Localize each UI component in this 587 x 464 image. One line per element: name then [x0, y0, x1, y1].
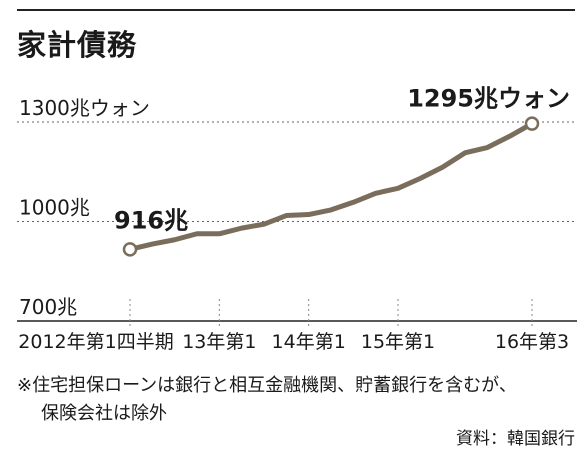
top-rule — [17, 9, 575, 11]
x-tick-label: 16年第3 — [495, 331, 569, 353]
x-tick-label: 14年第1 — [272, 331, 346, 353]
data-label: 916兆 — [114, 206, 188, 234]
y-tick-label: 1300兆ウォン — [19, 96, 150, 120]
footnote-line-2: 保険会社は除外 — [41, 403, 167, 424]
data-point-marker — [122, 242, 138, 257]
data-label: 1295兆ウォン — [407, 85, 570, 113]
x-tick-label: 15年第1 — [361, 331, 435, 353]
x-tick-label: 2012年第1四半期 — [18, 331, 173, 353]
x-tick-label: 13年第1 — [182, 331, 256, 353]
series-line — [127, 121, 535, 252]
footnote: ※住宅担保ローンは銀行と相互金融機関、貯蓄銀行を含むが、 保険会社は除外 — [17, 372, 582, 428]
source-label: 資料：韓国銀行 — [456, 429, 575, 449]
y-tick-label: 1000兆 — [19, 196, 90, 220]
y-tick-label: 700兆 — [19, 295, 77, 319]
footnote-line-1: ※住宅担保ローンは銀行と相互金融機関、貯蓄銀行を含むが、 — [17, 375, 517, 396]
data-point-marker — [524, 116, 540, 131]
chart-title: 家計債務 — [17, 28, 138, 62]
